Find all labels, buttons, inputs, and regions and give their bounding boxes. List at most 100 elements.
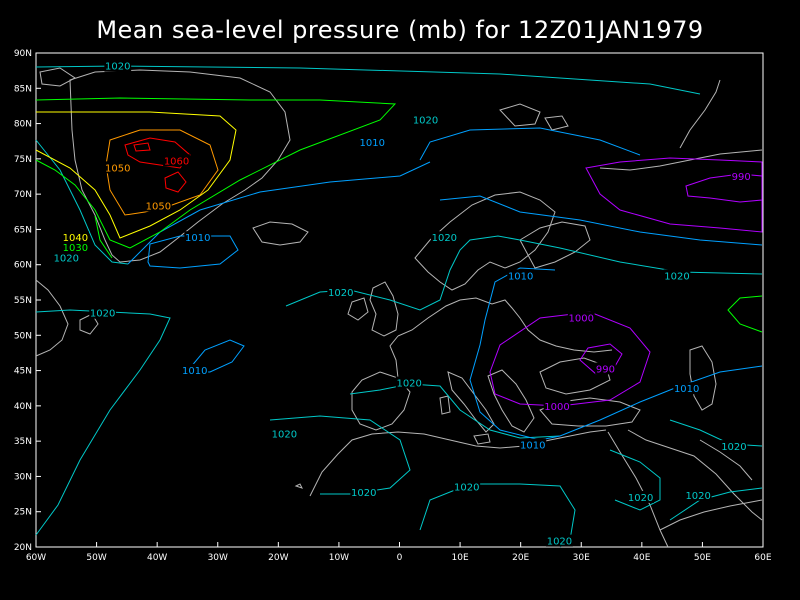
isobar-1050 — [105, 129, 219, 216]
contour-label-bg — [663, 269, 691, 282]
contour-label-bg — [627, 490, 655, 503]
contour-label: 1010 — [674, 384, 699, 395]
lon-tick-label: 10E — [452, 553, 469, 563]
contour-label-bg — [61, 241, 89, 254]
isobar-1010-greenland — [127, 161, 431, 265]
isobar-1000-east — [585, 157, 763, 233]
isobar-1020-europe — [285, 235, 763, 311]
isobar-1060 — [124, 137, 191, 169]
lon-tick-label: 10W — [329, 553, 349, 563]
isobar-1010-europe — [439, 195, 763, 246]
contour-label-bg — [52, 251, 80, 264]
lat-tick-label: 35N — [14, 437, 32, 447]
lat-tick-label: 40N — [14, 402, 32, 412]
lat-tick-label: 75N — [14, 155, 32, 165]
lat-tick-label: 25N — [14, 508, 32, 518]
lon-tick-label: 40W — [147, 553, 167, 563]
contour-label: 1020 — [664, 271, 689, 282]
contour-label: 1020 — [547, 537, 572, 548]
lon-tick-label: 50W — [86, 553, 106, 563]
contour-label-bg — [395, 376, 423, 389]
lon-tick-label: 0 — [397, 553, 403, 563]
lon-tick-label: 20E — [512, 553, 529, 563]
lat-tick-label: 60N — [14, 261, 32, 271]
isobar-1020-far-east — [669, 419, 763, 447]
contour-label-bg — [595, 362, 616, 375]
contour-label-bg — [163, 154, 190, 167]
lat-tick-label: 55N — [14, 296, 32, 306]
contour-label: 1020 — [628, 493, 653, 504]
isobar-1060-inner — [164, 171, 187, 193]
contour-label-bg — [507, 269, 535, 282]
isobar-1030-sw — [94, 215, 113, 259]
contour-label-bg — [673, 382, 701, 395]
contour-label: 1030 — [63, 243, 88, 254]
lon-tick-label: 50E — [694, 553, 711, 563]
contour-label: 1020 — [90, 309, 115, 320]
contour-label: 1020 — [54, 254, 79, 265]
lon-tick-label: 20W — [268, 553, 288, 563]
contour-label: 1010 — [182, 366, 207, 377]
contour-label: 990 — [732, 172, 751, 183]
contour-label-bg — [684, 488, 712, 501]
map-title: Mean sea-level pressure (mb) for 12Z01JA… — [96, 16, 704, 44]
isobar-1040 — [35, 111, 237, 239]
isobar-1030 — [35, 97, 397, 249]
contour-label: 990 — [596, 364, 615, 375]
contour-label-bg — [61, 231, 89, 244]
contour-label: 1020 — [413, 115, 438, 126]
isobar-1020-mid-atlantic — [35, 309, 171, 536]
contour-label: 1020 — [105, 62, 130, 73]
contour-label-bg — [270, 427, 298, 440]
contour-label-bg — [730, 169, 752, 182]
lon-tick-label: 30W — [208, 553, 228, 563]
contour-label-bg — [104, 161, 132, 174]
contour-label-bg — [104, 59, 132, 72]
contour-label-bg — [358, 135, 386, 148]
lat-tick-label: 80N — [14, 120, 32, 130]
contour-label: 1040 — [63, 233, 88, 244]
lat-tick-label: 85N — [14, 84, 32, 94]
contour-label: 1010 — [508, 271, 533, 282]
contour-label: 1020 — [721, 442, 746, 453]
isobar-contours — [35, 65, 763, 548]
contour-label: 1010 — [360, 138, 385, 149]
isobar-1020-se — [669, 487, 763, 521]
contour-label-bg — [453, 480, 481, 493]
axis-ticks: 60W 50W 40W 30W 20W 10W 0 10E 20E 30E 40E 50E 60E 90N… — [14, 49, 772, 563]
lat-tick-label: 30N — [14, 472, 32, 482]
contour-label: 1020 — [396, 379, 421, 390]
contour-label: 1060 — [164, 156, 189, 167]
lon-tick-label: 60W — [26, 553, 46, 563]
contour-label: 1050 — [146, 201, 171, 212]
contour-label-bg — [412, 113, 439, 126]
contour-label: 1010 — [520, 441, 545, 452]
isobar-990-east — [685, 173, 763, 203]
contour-label: 1020 — [351, 488, 376, 499]
contour-label-bg — [144, 199, 172, 212]
isobar-1020-arctic — [35, 139, 129, 265]
contour-label-bg — [184, 231, 212, 244]
contour-label: 1000 — [544, 402, 569, 413]
isobar-1020-med — [349, 383, 561, 439]
contour-label-bg — [327, 286, 355, 299]
isobar-1010-scand — [469, 267, 763, 441]
contour-label-bg — [181, 363, 209, 376]
lon-tick-label: 60E — [754, 553, 771, 563]
contour-labels: 1020102010101060105010501040103010201010… — [52, 59, 752, 548]
coastlines — [35, 67, 763, 548]
lat-tick-label: 65N — [14, 225, 32, 235]
isobar-1060-inner-2 — [133, 142, 151, 152]
contour-label: 1020 — [432, 233, 457, 244]
lat-tick-label: 20N — [14, 543, 32, 553]
contour-label: 1020 — [685, 491, 710, 502]
contour-label-bg — [430, 231, 458, 244]
contour-label-bg — [720, 440, 748, 453]
contour-label-bg — [546, 534, 573, 547]
isobar-1010-atlantic-low — [147, 235, 239, 269]
contour-label: 1010 — [185, 233, 210, 244]
contour-label-bg — [543, 399, 571, 412]
contour-label: 1020 — [328, 288, 353, 299]
lon-tick-label: 30E — [573, 553, 590, 563]
